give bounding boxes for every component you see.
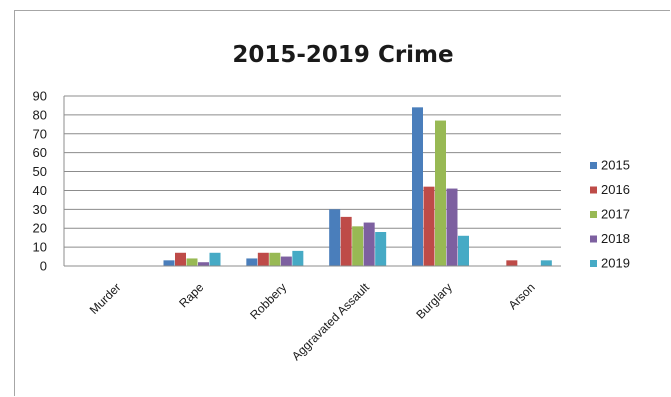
x-axis-ticks: Murder Rape Robbery Aggravated Assault Burgl… xyxy=(87,280,538,363)
bar-aggravated-assault-2016 xyxy=(340,216,352,266)
y-tick-label-90: 90 xyxy=(33,89,47,104)
legend: 2015 2016 2017 2018 2019 xyxy=(590,158,630,271)
bar-burglary-2017 xyxy=(435,120,446,266)
legend-swatch-2019 xyxy=(590,260,597,267)
chart-title: 2015-2019 Crime xyxy=(232,42,453,68)
bar-arson-2016 xyxy=(506,260,518,266)
x-tick-label-robbery: Robbery xyxy=(247,280,289,322)
bar-rape-2017 xyxy=(186,258,198,266)
bar-robbery-2016 xyxy=(257,252,269,266)
legend-swatch-2015 xyxy=(590,162,597,169)
x-tick-label-burglary: Burglary xyxy=(413,280,454,321)
legend-swatch-2017 xyxy=(590,211,597,218)
bar-rape-2015 xyxy=(163,260,175,266)
bar-aggravated-assault-2015 xyxy=(329,209,341,266)
bar-rape-2019 xyxy=(209,252,221,266)
bar-aggravated-assault-2017 xyxy=(352,226,364,266)
x-tick-label-aggravated-assault: Aggravated Assault xyxy=(289,280,372,363)
y-tick-label-20: 20 xyxy=(33,221,47,236)
x-tick-label-rape: Rape xyxy=(176,280,206,310)
y-tick-label-0: 0 xyxy=(40,259,47,274)
bar-burglary-2016 xyxy=(423,186,435,266)
chart-frame xyxy=(14,10,670,396)
bars xyxy=(163,107,552,266)
bar-robbery-2018 xyxy=(280,256,292,266)
y-tick-label-30: 30 xyxy=(33,202,47,217)
gridlines xyxy=(64,95,561,248)
bar-rape-2016 xyxy=(175,252,186,266)
x-tick-label-arson: Arson xyxy=(506,280,538,312)
bar-burglary-2019 xyxy=(458,235,469,266)
legend-label-2019: 2019 xyxy=(601,256,630,271)
legend-label-2016: 2016 xyxy=(601,182,630,197)
legend-label-2018: 2018 xyxy=(601,231,630,246)
bar-burglary-2018 xyxy=(446,188,458,266)
bar-aggravated-assault-2019 xyxy=(375,232,387,266)
y-tick-label-80: 80 xyxy=(33,107,47,122)
bar-robbery-2015 xyxy=(246,258,258,266)
y-tick-label-60: 60 xyxy=(33,145,47,160)
y-tick-label-10: 10 xyxy=(33,240,47,255)
bar-rape-2018 xyxy=(198,262,209,266)
y-tick-label-40: 40 xyxy=(33,183,47,198)
axes xyxy=(63,96,561,267)
legend-label-2017: 2017 xyxy=(601,207,630,222)
bar-robbery-2019 xyxy=(292,250,304,266)
y-tick-label-70: 70 xyxy=(33,126,47,141)
legend-label-2015: 2015 xyxy=(601,158,630,173)
y-axis-ticks: 0 10 20 30 40 50 60 70 80 90 xyxy=(33,89,47,274)
x-tick-label-murder: Murder xyxy=(87,280,124,317)
y-tick-label-50: 50 xyxy=(33,164,47,179)
bar-aggravated-assault-2018 xyxy=(363,222,375,266)
bar-robbery-2017 xyxy=(269,252,281,266)
legend-swatch-2018 xyxy=(590,235,597,243)
legend-swatch-2016 xyxy=(590,186,597,194)
bar-arson-2019 xyxy=(540,260,552,266)
bar-burglary-2015 xyxy=(412,107,423,266)
